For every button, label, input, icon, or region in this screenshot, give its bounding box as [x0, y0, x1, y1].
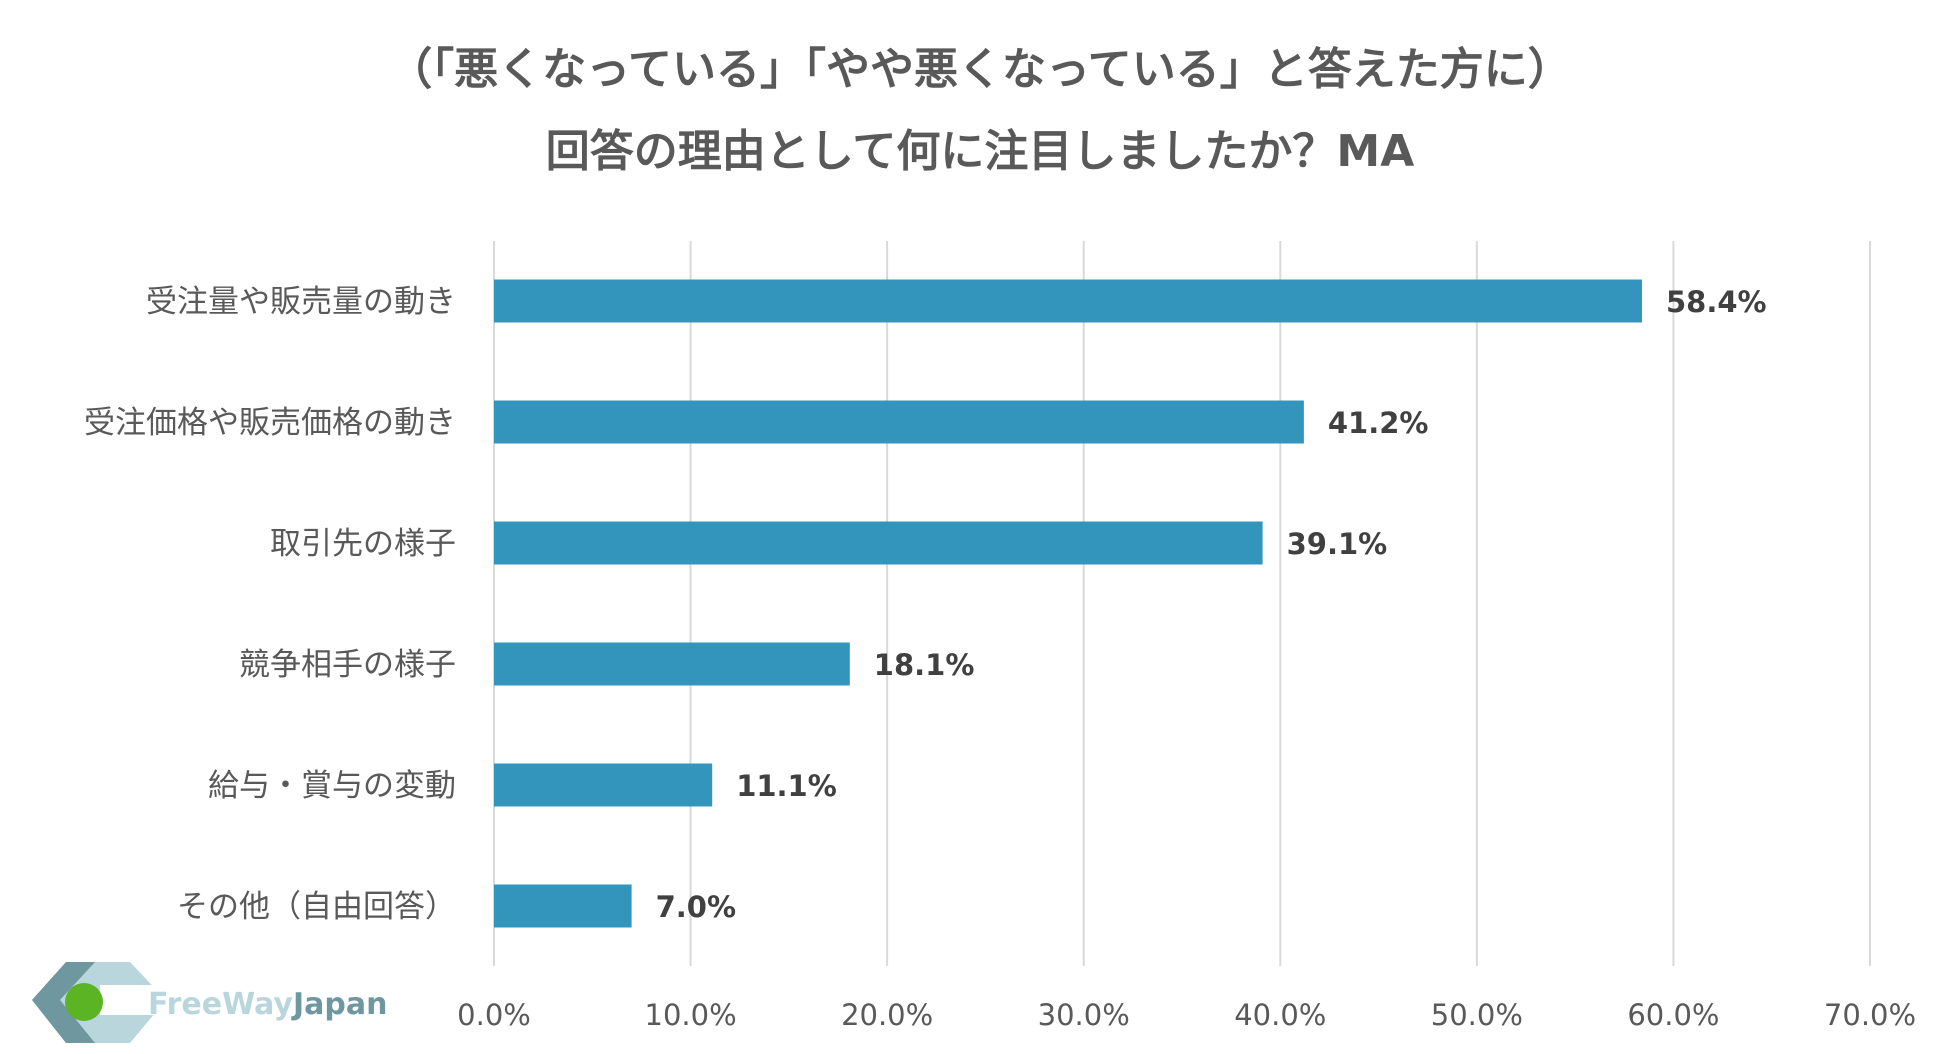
x-tick-label: 10.0% — [645, 998, 737, 1032]
x-tick-label: 70.0% — [1824, 998, 1916, 1032]
logo-text-japan: Japan — [291, 987, 387, 1022]
value-label: 39.1% — [1287, 527, 1388, 561]
logo-text: FreeWayJapan — [148, 987, 387, 1022]
value-label: 58.4% — [1666, 285, 1767, 319]
x-tick-label: 40.0% — [1234, 998, 1326, 1032]
x-tick-label: 30.0% — [1038, 998, 1130, 1032]
bar — [494, 884, 632, 928]
chart-title-line-1: （「悪くなっている」「やや悪くなっている」と答えた方に） — [388, 44, 1572, 95]
value-label: 7.0% — [656, 890, 736, 924]
bar — [494, 521, 1263, 565]
value-label: 11.1% — [736, 769, 837, 803]
category-label: 受注量や販売量の動き — [146, 284, 456, 320]
freewayjapan-logo: FreeWayJapan — [32, 962, 387, 1043]
value-label: 41.2% — [1328, 406, 1429, 440]
logo-text-freeway: FreeWay — [148, 987, 293, 1022]
chart-title-line-2: 回答の理由として何に注目しましたか？MA — [546, 126, 1415, 177]
category-label: 取引先の様子 — [270, 526, 456, 562]
logo-green-sphere-icon — [65, 983, 103, 1021]
bar — [494, 642, 850, 686]
category-label: 受注価格や販売価格の動き — [84, 405, 456, 441]
category-label: その他（自由回答） — [177, 889, 456, 925]
x-tick-label: 0.0% — [457, 998, 531, 1032]
bar — [494, 279, 1642, 323]
category-label: 給与・賞与の変動 — [208, 768, 456, 804]
bar — [494, 763, 713, 807]
x-tick-label: 50.0% — [1431, 998, 1523, 1032]
logo-hexagon-dark — [32, 962, 95, 1043]
bar — [494, 400, 1304, 444]
x-tick-label: 20.0% — [841, 998, 933, 1032]
logo-hexagon-cut — [100, 985, 170, 1015]
x-tick-label: 60.0% — [1627, 998, 1719, 1032]
category-label: 競争相手の様子 — [239, 647, 456, 683]
value-label: 18.1% — [874, 648, 975, 682]
